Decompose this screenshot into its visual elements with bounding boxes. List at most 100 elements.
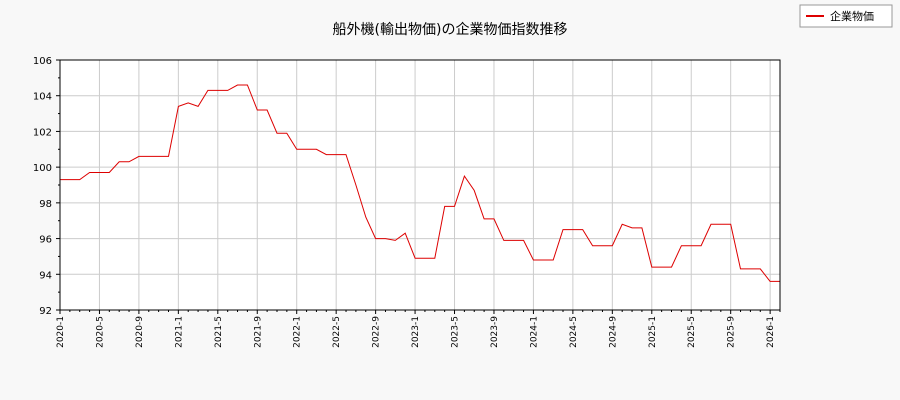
x-tick-label: 2024-5: [569, 316, 579, 348]
data-point: [118, 160, 121, 163]
data-point: [492, 217, 495, 220]
legend-box: [799, 4, 893, 28]
data-point: [216, 89, 219, 92]
plot-area: [60, 60, 780, 310]
data-point: [502, 239, 505, 242]
y-tick-label: 96: [39, 235, 52, 246]
data-point: [443, 205, 446, 208]
data-point: [364, 216, 367, 219]
x-tick-label: 2023-1: [411, 316, 421, 348]
plot-frame: [59, 59, 781, 311]
data-point: [670, 266, 673, 269]
legend: 企業物価: [799, 4, 893, 28]
data-point: [581, 228, 584, 231]
data-point: [305, 148, 308, 151]
x-tick-label: 2021-5: [214, 316, 224, 348]
x-tick-label: 2022-1: [293, 316, 303, 348]
data-point: [621, 223, 624, 226]
data-point: [128, 160, 131, 163]
data-point: [167, 155, 170, 158]
y-tick-label: 102: [33, 127, 52, 138]
data-point: [384, 237, 387, 240]
y-axis: 92 94 96 98 100 102 104 106: [33, 56, 60, 317]
data-point: [78, 178, 81, 181]
legend-label: 企業物価: [830, 9, 874, 23]
data-point: [68, 178, 71, 181]
data-point: [729, 223, 732, 226]
data-point: [660, 266, 663, 269]
data-point: [690, 244, 693, 247]
data-point: [414, 257, 417, 260]
grid-lines: [59, 59, 780, 311]
data-point: [473, 189, 476, 192]
data-point: [335, 153, 338, 156]
data-point: [759, 267, 762, 270]
data-point: [236, 84, 239, 87]
x-tick-label: 2021-9: [253, 316, 263, 348]
chart-title: 船外機(輸出物価)の企業物価指数推移: [333, 21, 568, 38]
data-point: [187, 101, 190, 104]
data-point: [137, 155, 140, 158]
data-point: [177, 105, 180, 108]
x-tick-label: 2023-9: [490, 316, 500, 348]
series-line: [60, 84, 780, 282]
data-point: [226, 89, 229, 92]
data-point: [285, 132, 288, 135]
data-point: [601, 244, 604, 247]
x-tick-label: 2024-9: [608, 316, 618, 348]
data-point: [453, 205, 456, 208]
data-point: [542, 259, 545, 262]
data-point: [147, 155, 150, 158]
data-point: [512, 239, 515, 242]
data-point: [591, 244, 594, 247]
x-tick-label: 2025-1: [648, 316, 658, 348]
data-point: [108, 171, 111, 174]
data-point: [374, 237, 377, 240]
data-point: [650, 266, 653, 269]
data-point: [394, 239, 397, 242]
x-tick-label: 2024-1: [529, 316, 539, 348]
data-point: [266, 109, 269, 112]
data-point: [315, 148, 318, 151]
y-tick-label: 98: [39, 199, 52, 210]
data-point: [423, 257, 426, 260]
data-point: [571, 228, 574, 231]
data-point: [157, 155, 160, 158]
x-tick-label: 2020-5: [95, 316, 105, 348]
x-tick-label: 2021-1: [174, 316, 184, 348]
data-point: [483, 217, 486, 220]
data-point: [345, 153, 348, 156]
x-tick-label: 2022-5: [332, 316, 342, 348]
data-point: [709, 223, 712, 226]
x-tick-label: 2025-9: [727, 316, 737, 348]
x-tick-label: 2025-5: [687, 316, 697, 348]
data-point: [256, 109, 259, 112]
data-point: [680, 244, 683, 247]
data-point: [631, 226, 634, 229]
y-tick-label: 92: [39, 306, 52, 317]
data-point: [88, 171, 91, 174]
data-point: [522, 239, 525, 242]
x-axis: 2020-1 2020-5 2020-9 2021-1 2021-5 2021-9 2022…: [56, 310, 781, 348]
data-point: [749, 267, 752, 270]
series-group: [60, 84, 780, 283]
data-point: [433, 257, 436, 260]
data-point: [275, 132, 278, 135]
data-point: [769, 280, 772, 283]
data-point: [463, 175, 466, 178]
data-point: [552, 259, 555, 262]
data-point: [739, 267, 742, 270]
data-point: [246, 84, 249, 87]
data-point: [404, 232, 407, 235]
y-tick-label: 106: [33, 56, 52, 67]
data-point: [532, 259, 535, 262]
data-point: [611, 244, 614, 247]
data-point: [197, 105, 200, 108]
x-tick-label: 2020-9: [135, 316, 145, 348]
data-point: [719, 223, 722, 226]
x-tick-label: 2022-9: [372, 316, 382, 348]
data-point: [98, 171, 101, 174]
x-tick-label: 2023-5: [451, 316, 461, 348]
data-point: [562, 228, 565, 231]
